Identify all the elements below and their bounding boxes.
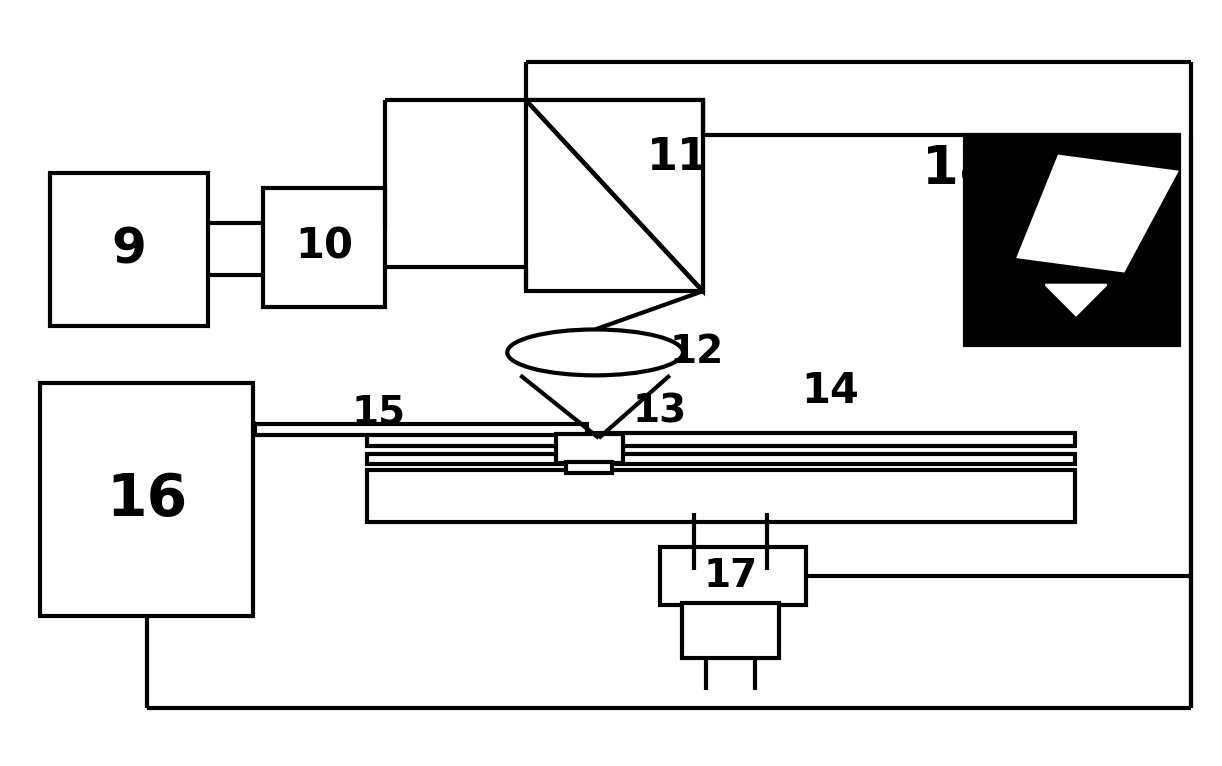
Bar bbox=[566, 462, 612, 473]
Polygon shape bbox=[1018, 156, 1177, 271]
Text: 9: 9 bbox=[111, 225, 147, 273]
Text: 13: 13 bbox=[633, 392, 687, 430]
Text: 15: 15 bbox=[352, 393, 406, 431]
Text: 16: 16 bbox=[106, 471, 188, 528]
Bar bbox=[367, 454, 1075, 464]
Text: 18: 18 bbox=[923, 143, 996, 195]
Text: 10: 10 bbox=[296, 226, 353, 268]
Bar bbox=[660, 548, 807, 604]
Bar bbox=[367, 433, 1075, 447]
Ellipse shape bbox=[507, 329, 683, 375]
Bar bbox=[556, 434, 623, 463]
Text: 11: 11 bbox=[648, 136, 709, 179]
Text: 17: 17 bbox=[704, 557, 758, 594]
Bar bbox=[965, 135, 1178, 345]
Bar bbox=[263, 188, 385, 306]
Text: 12: 12 bbox=[670, 333, 723, 372]
Polygon shape bbox=[1046, 285, 1107, 316]
Text: 14: 14 bbox=[802, 370, 859, 411]
Bar bbox=[682, 603, 780, 658]
Polygon shape bbox=[525, 100, 703, 291]
Bar bbox=[40, 383, 253, 616]
Bar bbox=[367, 470, 1075, 522]
Bar bbox=[525, 100, 703, 291]
Bar bbox=[254, 424, 587, 435]
Bar bbox=[50, 172, 208, 326]
